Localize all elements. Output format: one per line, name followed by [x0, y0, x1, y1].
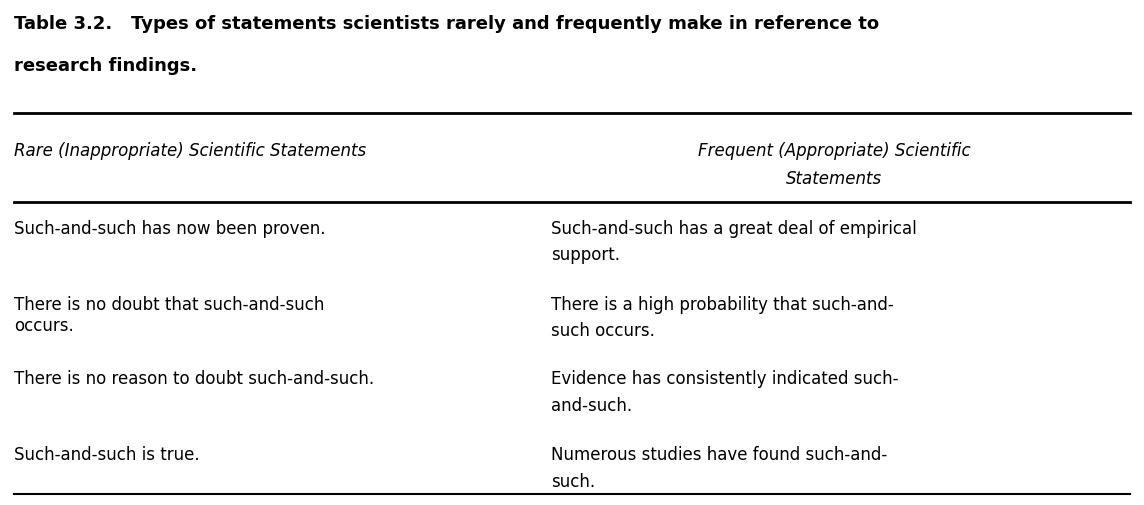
Text: Rare (Inappropriate) Scientific Statements: Rare (Inappropriate) Scientific Statemen…	[14, 141, 366, 160]
Text: Statements: Statements	[786, 169, 882, 187]
Text: support.: support.	[551, 246, 620, 264]
Text: Such-and-such has now been proven.: Such-and-such has now been proven.	[14, 220, 325, 238]
Text: Such-and-such has a great deal of empirical: Such-and-such has a great deal of empiri…	[551, 220, 917, 238]
Text: such occurs.: such occurs.	[551, 322, 656, 340]
Text: Numerous studies have found such-and-: Numerous studies have found such-and-	[551, 445, 888, 464]
Text: There is no reason to doubt such-and-such.: There is no reason to doubt such-and-suc…	[14, 370, 374, 388]
Text: and-such.: and-such.	[551, 396, 633, 414]
Text: research findings.: research findings.	[14, 57, 197, 75]
Text: such.: such.	[551, 472, 596, 490]
Text: There is no doubt that such-and-such
occurs.: There is no doubt that such-and-such occ…	[14, 295, 324, 334]
Text: Such-and-such is true.: Such-and-such is true.	[14, 445, 199, 464]
Text: Table 3.2.   Types of statements scientists rarely and frequently make in refere: Table 3.2. Types of statements scientist…	[14, 15, 879, 33]
Text: There is a high probability that such-and-: There is a high probability that such-an…	[551, 295, 895, 314]
Text: Evidence has consistently indicated such-: Evidence has consistently indicated such…	[551, 370, 899, 388]
Text: Frequent (Appropriate) Scientific: Frequent (Appropriate) Scientific	[698, 141, 970, 160]
